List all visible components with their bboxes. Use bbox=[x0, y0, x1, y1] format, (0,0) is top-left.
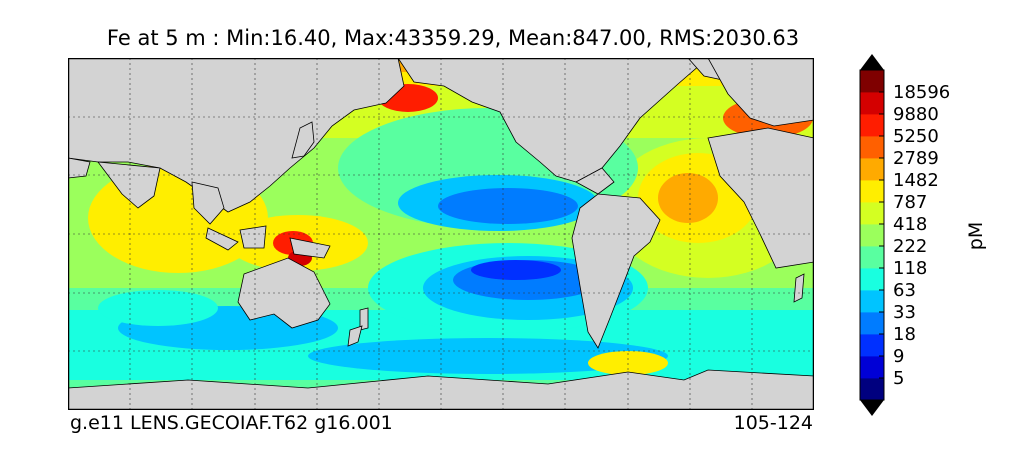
land-india bbox=[97, 161, 161, 209]
map-frame bbox=[68, 58, 814, 410]
colorbar-bin bbox=[860, 114, 884, 137]
colorbar-tick-label: 5250 bbox=[893, 126, 939, 147]
colorbar-frame bbox=[859, 69, 885, 401]
land-sumatra bbox=[205, 227, 239, 251]
colorbar-tick-label: 9 bbox=[893, 346, 904, 367]
run-name-label: g.e11 LENS.GECOIAF.T62 g16.001 bbox=[70, 412, 393, 434]
land-north-america bbox=[397, 58, 709, 183]
land-new-zealand-south bbox=[347, 325, 363, 347]
colorbar: 5918336311822241878714822789525098801859… bbox=[859, 54, 987, 416]
land-new-zealand bbox=[359, 307, 369, 331]
colorbar-tick-label: 1482 bbox=[893, 170, 939, 191]
colorbar-tick-label: 222 bbox=[893, 236, 927, 257]
contour-region bbox=[308, 338, 668, 374]
colorbar-units-label: pM bbox=[965, 222, 987, 250]
land-africa bbox=[707, 127, 814, 269]
colorbar-bin bbox=[860, 334, 884, 357]
land-south-america bbox=[571, 193, 661, 349]
colorbar-tick-label: 63 bbox=[893, 280, 916, 301]
colorbar-tick-label: 18596 bbox=[893, 82, 950, 103]
colorbar-bin bbox=[860, 356, 884, 379]
colorbar-bin bbox=[860, 158, 884, 181]
colorbar-tick-label: 418 bbox=[893, 214, 927, 235]
land-asia-northeast bbox=[68, 58, 405, 213]
colorbar-tick-label: 5 bbox=[893, 368, 904, 389]
colorbar-extend-min bbox=[860, 400, 884, 416]
land-indochina bbox=[191, 181, 225, 225]
colorbar-tick-label: 787 bbox=[893, 192, 927, 213]
chart-title: Fe at 5 m : Min:16.40, Max:43359.29, Mea… bbox=[106, 26, 800, 50]
colorbar-bin bbox=[860, 136, 884, 159]
land-new-guinea bbox=[289, 237, 331, 259]
colorbar-bin bbox=[860, 92, 884, 115]
colorbar-bin bbox=[860, 202, 884, 225]
contour-region bbox=[658, 173, 718, 223]
land-arabia-strip bbox=[68, 157, 91, 179]
colorbar-extend-max bbox=[860, 54, 884, 70]
colorbar-bin bbox=[860, 312, 884, 335]
land-central-america bbox=[575, 167, 615, 195]
colorbar-bin bbox=[860, 378, 884, 401]
colorbar-bin bbox=[860, 290, 884, 313]
colorbar-bin bbox=[860, 180, 884, 203]
contour-region bbox=[471, 260, 561, 280]
land-japan bbox=[291, 121, 315, 159]
colorbar-tick-label: 33 bbox=[893, 302, 916, 323]
colorbar-bin bbox=[860, 246, 884, 269]
colorbar-bin bbox=[860, 268, 884, 291]
map-gridlines bbox=[68, 58, 814, 410]
colorbar-tick-label: 9880 bbox=[893, 104, 939, 125]
year-range-label: 105-124 bbox=[733, 412, 813, 434]
land-madagascar bbox=[793, 273, 805, 303]
contour-region bbox=[98, 290, 218, 326]
colorbar-tick-label: 2789 bbox=[893, 148, 939, 169]
ocean-iron-map bbox=[68, 58, 814, 410]
colorbar-bin bbox=[860, 224, 884, 247]
colorbar-bin bbox=[860, 70, 884, 93]
land-europe bbox=[707, 58, 814, 127]
colorbar-tick-label: 118 bbox=[893, 258, 927, 279]
colorbar-tick-label: 18 bbox=[893, 324, 916, 345]
contour-region bbox=[438, 188, 578, 224]
land-borneo bbox=[239, 225, 267, 249]
